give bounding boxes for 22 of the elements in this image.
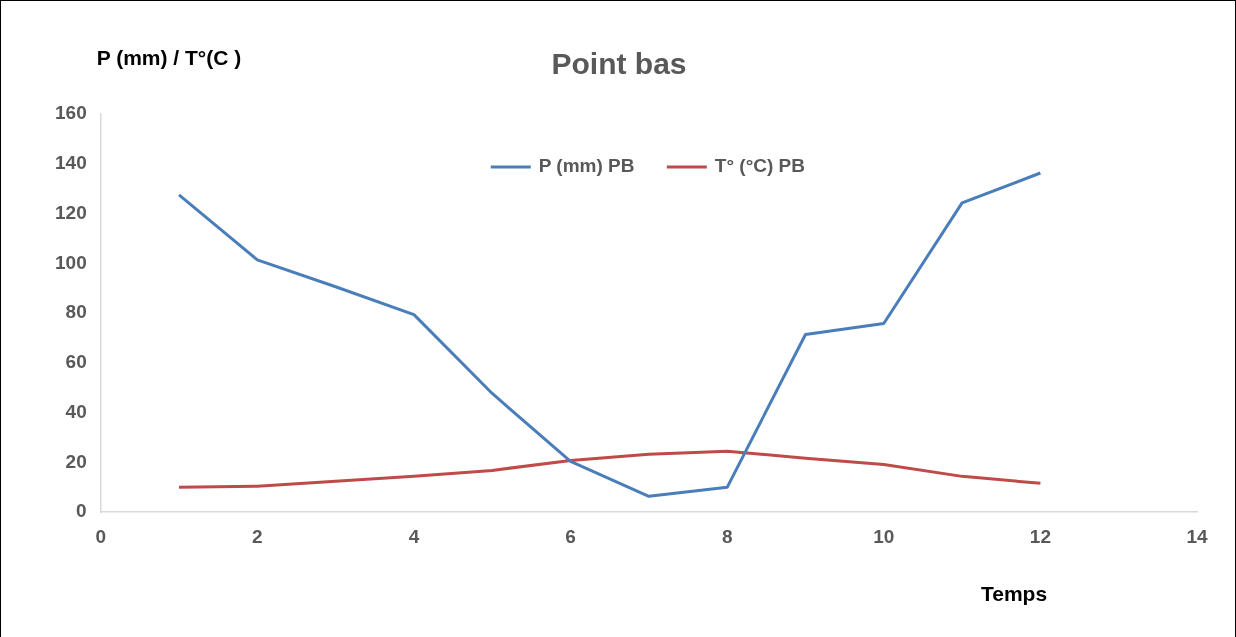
y-tick-label: 120 xyxy=(55,201,87,223)
y-tick-label: 20 xyxy=(65,450,87,472)
x-tick-label: 6 xyxy=(565,525,576,547)
legend-label: T° (°C) PB xyxy=(714,155,805,177)
x-tick-label: 4 xyxy=(408,525,420,547)
x-axis-title: Temps xyxy=(980,581,1048,605)
x-tick-label: 0 xyxy=(95,525,106,547)
y-tick-label: 40 xyxy=(65,400,87,422)
x-tick-label: 8 xyxy=(721,525,733,547)
y-tick-label: 60 xyxy=(65,351,87,373)
y-tick-label: 100 xyxy=(55,251,87,273)
y-tick-label: 0 xyxy=(76,500,87,522)
x-tick-label: 2 xyxy=(252,525,263,547)
chart-title: Point bas xyxy=(551,47,687,81)
y-tick-label: 160 xyxy=(55,102,87,124)
legend-label: P (mm) PB xyxy=(538,155,635,177)
y-tick-label: 140 xyxy=(55,152,87,174)
x-tick-label: 10 xyxy=(873,525,895,547)
x-tick-label: 12 xyxy=(1029,525,1051,547)
y-tick-label: 80 xyxy=(65,301,87,323)
y-axis-title: P (mm) / T°(C ) xyxy=(96,45,242,69)
x-tick-label: 14 xyxy=(1186,525,1208,547)
